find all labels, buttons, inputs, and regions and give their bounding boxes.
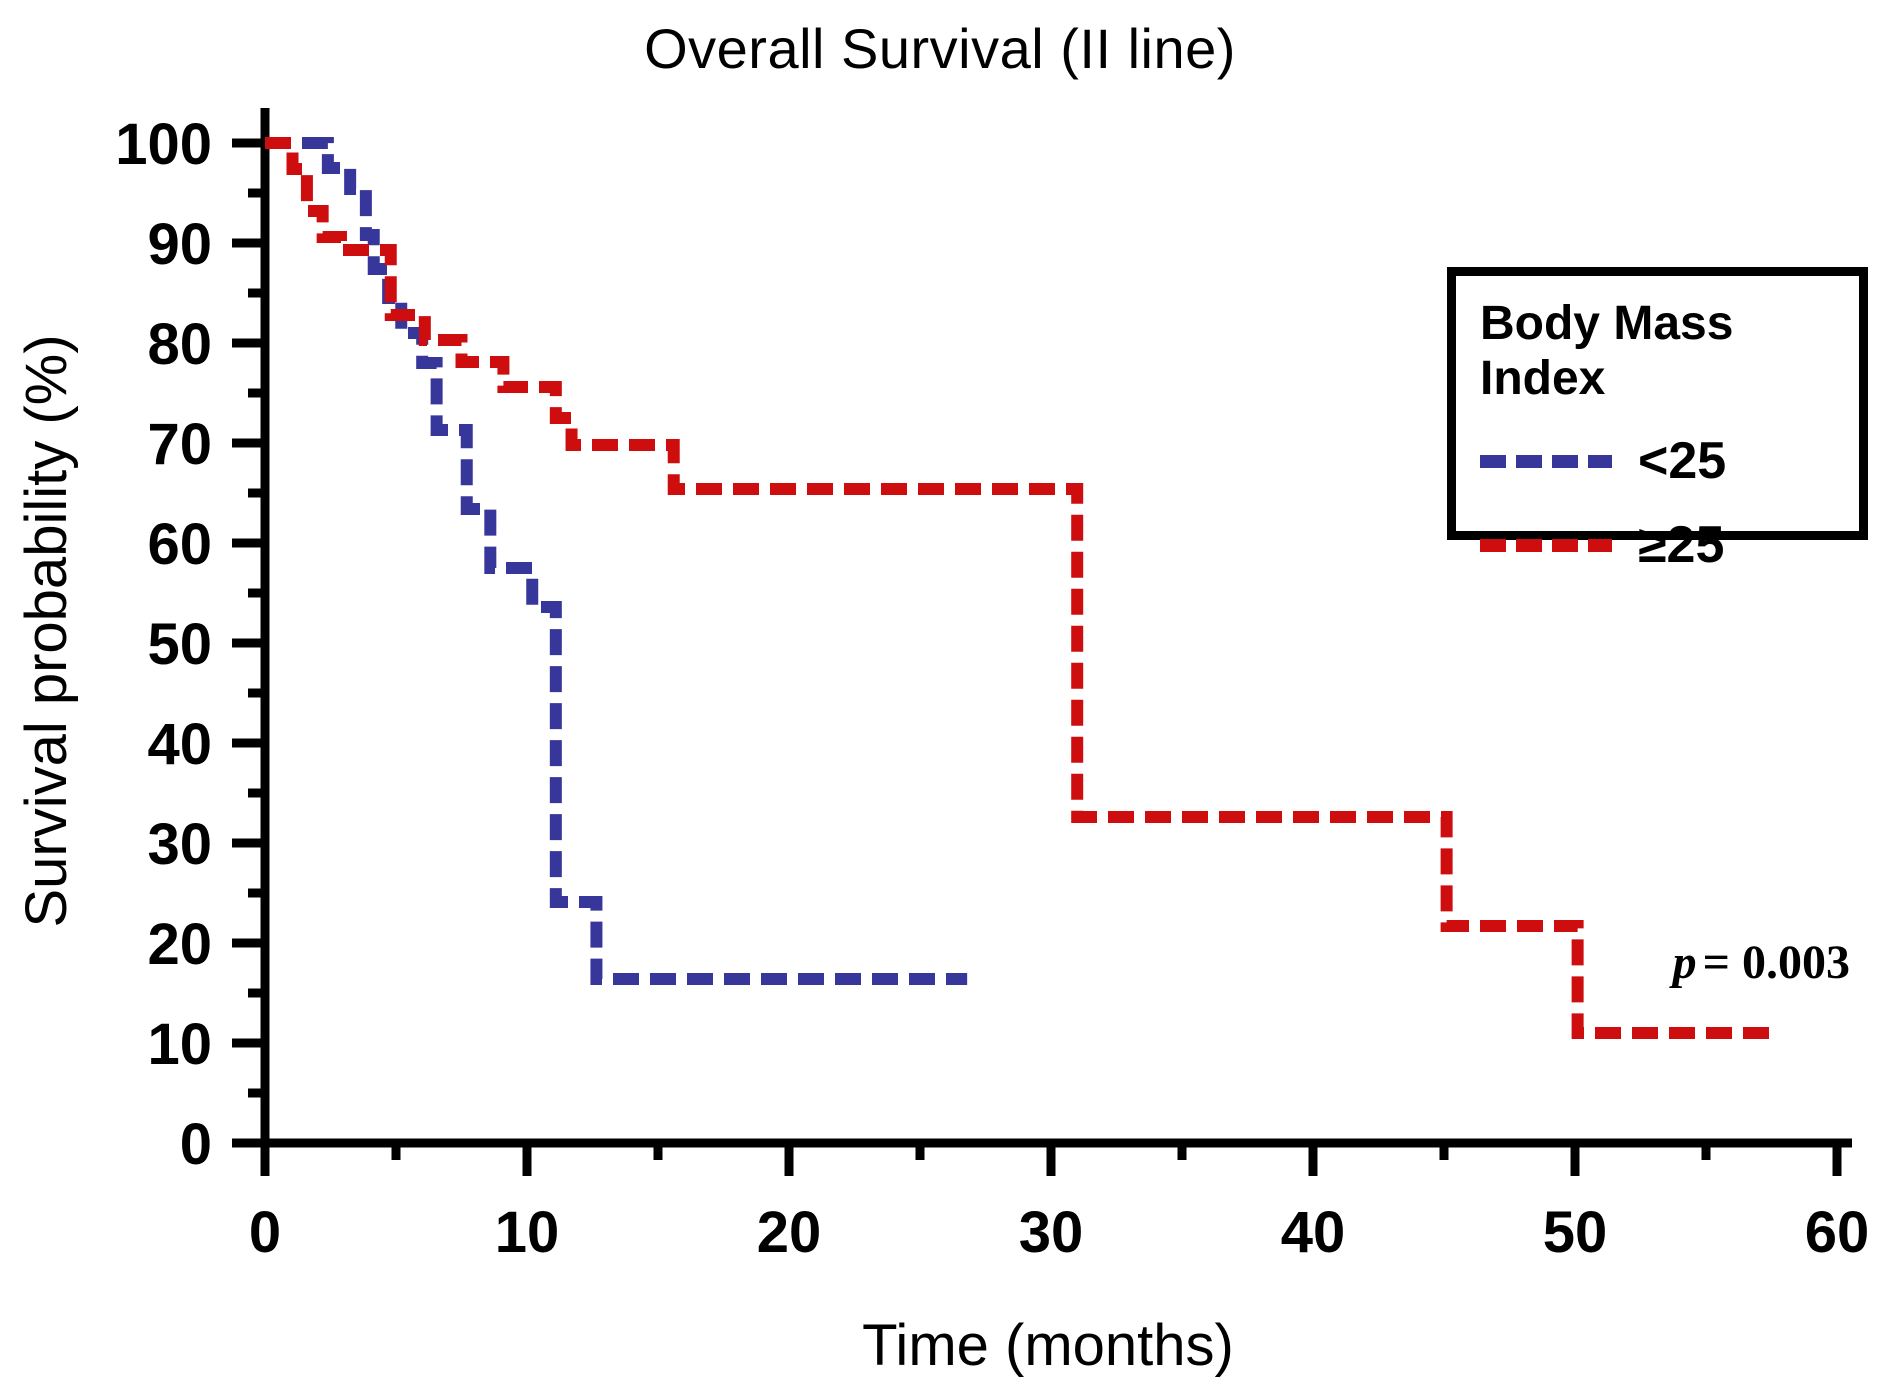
x-axis-title: Time (months) bbox=[862, 1313, 1234, 1378]
y-tick-label: 60 bbox=[147, 512, 212, 577]
y-tick-label: 100 bbox=[115, 112, 212, 177]
x-tick-label: 60 bbox=[1805, 1200, 1870, 1265]
y-tick-label: 0 bbox=[180, 1112, 212, 1177]
km-curve-bmi-lt25 bbox=[265, 137, 968, 985]
dashed-line-sample-red-icon bbox=[1480, 538, 1612, 552]
legend-label-lt25: <25 bbox=[1638, 432, 1727, 490]
y-tick-label: 10 bbox=[147, 1012, 212, 1077]
y-tick-label: 80 bbox=[147, 312, 212, 377]
y-tick-label: 50 bbox=[147, 612, 212, 677]
p-value-annotation: p = 0.003 bbox=[1450, 935, 1850, 990]
km-curve-bmi-ge25 bbox=[265, 137, 1777, 1039]
x-tick-label: 0 bbox=[249, 1200, 281, 1265]
legend-row-bmi-ge25: ≥25 bbox=[1480, 516, 1859, 574]
y-axis-title: Survival probability (%) bbox=[14, 334, 79, 928]
y-tick-label: 90 bbox=[147, 212, 212, 277]
p-value-number: = 0.003 bbox=[1702, 936, 1850, 989]
x-tick-label: 50 bbox=[1543, 1200, 1608, 1265]
chart-title: Overall Survival (II line) bbox=[644, 17, 1236, 80]
legend-row-bmi-lt25: <25 bbox=[1480, 432, 1859, 490]
y-tick-label: 20 bbox=[147, 912, 212, 977]
legend-box: Body Mass Index <25 ≥25 bbox=[1447, 267, 1868, 574]
x-tick-label: 10 bbox=[495, 1200, 560, 1265]
y-tick-label: 70 bbox=[147, 412, 212, 477]
y-tick-label: 30 bbox=[147, 812, 212, 877]
dashed-line-sample-blue-icon bbox=[1480, 454, 1612, 468]
x-tick-label: 40 bbox=[1281, 1200, 1346, 1265]
x-tick-label: 30 bbox=[1019, 1200, 1084, 1265]
legend-title: Body Mass Index bbox=[1480, 297, 1734, 405]
x-tick-label: 20 bbox=[757, 1200, 822, 1265]
p-value-symbol: p bbox=[1672, 936, 1697, 989]
y-tick-label: 40 bbox=[147, 712, 212, 777]
legend-label-ge25: ≥25 bbox=[1638, 516, 1725, 574]
